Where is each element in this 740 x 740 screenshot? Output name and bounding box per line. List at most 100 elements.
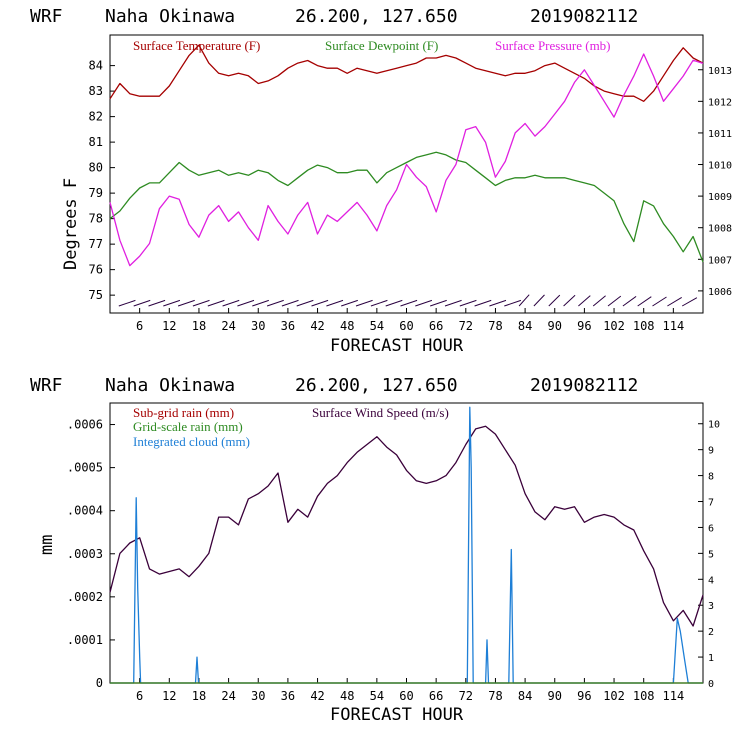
legend-integrated-cloud: Integrated cloud (mm) — [133, 434, 250, 449]
right-axis-ticks: 0 1 2 3 4 5 6 7 8 9 10 — [698, 420, 720, 690]
right-tick-label: 1006 — [708, 287, 732, 298]
wind-barb — [192, 299, 210, 307]
x-tick-label: 96 — [577, 689, 591, 703]
wind-barb — [370, 299, 388, 307]
x-tick-label: 90 — [548, 319, 562, 333]
wind-barb — [652, 296, 667, 307]
right-tick-label: 4 — [708, 575, 714, 586]
y-axis-label: mm — [37, 535, 57, 555]
legend-subgrid-rain: Sub-grid rain (mm) — [133, 405, 234, 420]
x-tick-label: 18 — [192, 319, 206, 333]
x-tick-label: 6 — [136, 689, 143, 703]
left-tick-label: .0004 — [67, 504, 103, 518]
x-tick-label: 54 — [370, 319, 384, 333]
wind-barb — [563, 294, 576, 307]
x-tick-label: 12 — [162, 319, 176, 333]
legend-wind-speed: Surface Wind Speed (m/s) — [312, 405, 449, 420]
right-tick-label: 1010 — [708, 161, 732, 172]
x-tick-label: 30 — [251, 319, 265, 333]
wind-barb — [118, 299, 136, 307]
legend: Surface Temperature (F) Surface Dewpoint… — [133, 38, 611, 53]
x-tick-label: 24 — [221, 689, 235, 703]
wind-barb — [637, 296, 652, 307]
wind-barb — [415, 299, 433, 307]
header-station: Naha Okinawa — [105, 375, 235, 396]
wind-barb — [326, 299, 344, 307]
surface-temperature-line — [109, 44, 704, 102]
left-tick-label: 79 — [89, 186, 103, 200]
x-tick-label: 84 — [518, 689, 532, 703]
right-tick-label: 1012 — [708, 97, 732, 108]
left-axis-ticks: 0 .0001 .0002 .0003 .0004 .0005 .0006 — [67, 418, 115, 690]
header-run: 2019082112 — [530, 6, 638, 27]
wind-barb — [622, 295, 637, 307]
right-tick-label: 1008 — [708, 224, 732, 235]
header-model: WRF — [30, 6, 63, 27]
wind-barbs — [118, 294, 698, 307]
chart-header: WRF Naha Okinawa 26.200, 127.650 2019082… — [30, 375, 638, 396]
header-coords: 26.200, 127.650 — [295, 375, 458, 396]
right-tick-label: 6 — [708, 523, 714, 534]
wind-barb — [281, 299, 299, 307]
left-tick-label: 82 — [89, 110, 103, 124]
right-tick-label: 8 — [708, 472, 714, 483]
left-tick-label: 75 — [89, 288, 103, 302]
x-tick-label: 42 — [310, 689, 324, 703]
left-tick-label: 83 — [89, 84, 103, 98]
series-lines — [109, 44, 704, 267]
left-tick-label: 80 — [89, 161, 103, 175]
x-tick-label: 78 — [488, 319, 502, 333]
wind-barb — [148, 299, 166, 307]
y-axis-label: Degrees F — [61, 178, 81, 270]
wind-barb — [430, 299, 447, 307]
precipitation-chart: WRF Naha Okinawa 26.200, 127.650 2019082… — [30, 375, 720, 725]
right-tick-label: 9 — [708, 446, 714, 457]
left-tick-label: 0 — [96, 676, 103, 690]
x-tick-label: 90 — [548, 689, 562, 703]
wind-barb — [592, 295, 606, 307]
wind-barb — [607, 295, 622, 307]
x-tick-label: 12 — [162, 689, 176, 703]
x-tick-label: 36 — [281, 319, 295, 333]
temperature-chart: WRF Naha Okinawa 26.200, 127.650 2019082… — [30, 6, 732, 356]
x-axis-label: FORECAST HOUR — [330, 336, 464, 356]
right-tick-label: 2 — [708, 627, 714, 638]
wind-barb — [296, 299, 314, 307]
x-tick-label: 102 — [603, 689, 625, 703]
x-tick-label: 36 — [281, 689, 295, 703]
series-lines — [109, 406, 704, 684]
surface-wind-speed-line — [109, 425, 704, 627]
wind-barb — [266, 299, 284, 307]
legend-gridscale-rain: Grid-scale rain (mm) — [133, 419, 243, 434]
x-tick-label: 48 — [340, 689, 354, 703]
legend-dewpoint: Surface Dewpoint (F) — [325, 38, 438, 53]
left-tick-label: 78 — [89, 212, 103, 226]
left-tick-label: 81 — [89, 135, 103, 149]
x-tick-label: 48 — [340, 319, 354, 333]
legend-temperature: Surface Temperature (F) — [133, 38, 260, 53]
right-tick-label: 1013 — [708, 66, 732, 77]
wind-barb — [133, 299, 151, 307]
wind-barb — [163, 299, 181, 307]
wind-barb — [474, 299, 492, 307]
right-tick-label: 1 — [708, 653, 714, 664]
x-tick-label: 66 — [429, 319, 443, 333]
x-tick-label: 96 — [577, 319, 591, 333]
wind-barb — [222, 299, 240, 307]
x-tick-label: 42 — [310, 319, 324, 333]
wind-barb — [252, 299, 269, 307]
left-tick-label: .0006 — [67, 418, 103, 432]
x-tick-label: 114 — [663, 319, 685, 333]
x-tick-label: 84 — [518, 319, 532, 333]
wind-barb — [489, 299, 507, 307]
header-station: Naha Okinawa — [105, 6, 235, 27]
wind-barb — [518, 294, 530, 307]
x-tick-label: 78 — [488, 689, 502, 703]
x-tick-label: 24 — [221, 319, 235, 333]
left-axis-ticks: 75 76 77 78 79 80 81 82 83 84 — [89, 59, 115, 302]
right-tick-label: 1007 — [708, 255, 732, 266]
x-tick-label: 66 — [429, 689, 443, 703]
wind-barb — [548, 294, 561, 307]
x-axis-ticks: 6 12 18 24 30 36 42 48 54 60 66 72 78 84 90 96 102 108 114 — [136, 308, 684, 333]
